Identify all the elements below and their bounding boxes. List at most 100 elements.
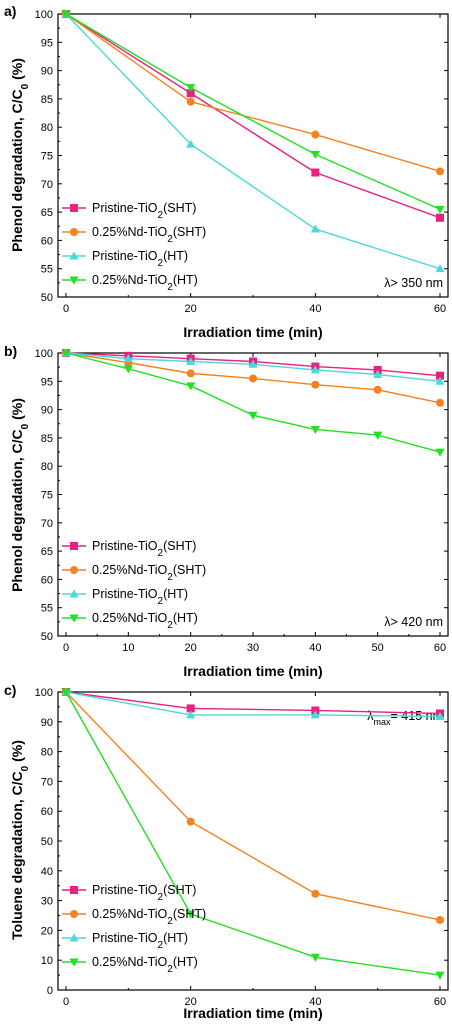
legend-label: Pristine-TiO2(HT) [92,931,188,951]
x-axis-title: Irradiation time (min) [183,1005,322,1021]
data-point-2 [248,359,258,368]
data-point-2 [435,376,445,385]
legend-marker [70,886,78,894]
legend-label: Pristine-TiO2(SHT) [92,539,196,559]
y-axis-title: Toluene degradation, C/C0 (%) [9,740,31,940]
panel-label: c) [4,682,16,698]
data-point-1 [373,385,382,394]
series-line-2 [65,13,441,270]
data-point-3 [310,425,320,435]
data-point-1 [436,398,444,407]
y-tick-label: 85 [41,94,53,106]
legend-marker [69,589,79,598]
y-tick-label: 65 [41,207,53,219]
data-point-1 [186,97,195,106]
data-point-2 [310,224,320,233]
legend-label: 0.25%Nd-TiO2(HT) [92,955,198,975]
y-tick-label: 70 [41,776,53,788]
y-tick-label: 65 [41,546,53,558]
y-tick-label: 50 [41,292,53,304]
x-tick-label: 40 [309,303,321,315]
data-point-3 [310,150,320,159]
series-line-1 [65,691,441,921]
x-tick-label: 40 [309,996,321,1008]
x-tick-label: 40 [309,642,321,654]
data-point-3 [61,688,71,697]
data-point-3 [186,382,196,391]
x-tick-label: 0 [63,996,69,1008]
data-point-1 [311,130,320,139]
data-point-3 [186,910,196,919]
x-tick-label: 20 [185,642,197,654]
legend-label: 0.25%Nd-TiO2(SHT) [92,907,206,927]
legend-marker [70,566,78,574]
data-point-0 [311,168,320,177]
x-axis-title: Irradiation time (min) [183,663,322,679]
data-point-3 [435,205,445,214]
data-point-0 [436,371,444,380]
x-tick-label: 10 [122,642,134,654]
chart-panel-0: 50 55 60 65 70 75 80 85 90 95 100 0 20 40 60 a) Irradiat… [4,3,449,340]
data-point-1 [186,369,195,378]
y-tick-label: 95 [41,37,53,49]
x-tick-label: 20 [185,996,197,1008]
series-line-0 [65,13,441,219]
y-tick-label: 95 [41,376,53,388]
x-tick-label: 50 [372,642,384,654]
legend-marker [69,933,79,942]
data-point-3 [435,971,445,980]
y-tick-label: 85 [41,433,53,445]
panel-label: a) [4,3,16,19]
data-point-0 [436,213,444,222]
y-tick-label: 50 [41,631,53,643]
x-tick-label: 20 [185,303,197,315]
data-point-1 [311,380,320,389]
legend-label: Pristine-TiO2(SHT) [92,201,196,221]
y-tick-label: 50 [41,836,53,848]
y-tick-label: 70 [41,179,53,191]
series-line-1 [65,13,441,173]
data-point-2 [186,139,196,148]
wavelength-annotation: λ> 420 nm [384,615,443,629]
data-point-2 [435,264,445,273]
y-axis-title: Phenol degradation, C/C0 (%) [9,58,31,252]
legend-marker [69,251,79,260]
data-point-1 [436,167,444,176]
series-line-0 [65,691,441,715]
legend-label: 0.25%Nd-TiO2(HT) [92,273,198,293]
y-tick-label: 20 [41,925,53,937]
y-tick-label: 60 [41,235,53,247]
data-point-3 [248,411,258,420]
y-tick-label: 90 [41,717,53,729]
data-point-1 [436,915,444,924]
plot-frame [57,691,449,991]
series-line-3 [65,352,441,453]
data-point-1 [186,817,195,826]
data-point-2 [310,710,320,719]
legend-marker [70,204,78,212]
x-tick-label: 60 [434,996,446,1008]
legend-marker [69,614,79,623]
legend-marker [69,276,79,285]
y-tick-label: 60 [41,574,53,586]
series-line-2 [65,691,441,718]
y-tick-label: 55 [41,603,53,615]
y-tick-label: 90 [41,66,53,78]
data-point-3 [123,365,133,374]
y-tick-label: 55 [41,264,53,276]
legend-label: 0.25%Nd-TiO2(SHT) [92,225,206,245]
y-tick-label: 75 [41,490,53,502]
data-point-3 [61,10,71,19]
data-point-2 [123,354,133,363]
x-tick-label: 60 [434,303,446,315]
data-point-2 [186,356,196,365]
data-point-1 [311,889,320,898]
y-tick-label: 100 [35,348,53,360]
y-tick-label: 80 [41,747,53,759]
y-tick-label: 10 [41,955,53,967]
legend-marker [70,910,78,918]
legend-label: 0.25%Nd-TiO2(HT) [92,611,198,631]
legend-marker [69,958,79,967]
y-tick-label: 40 [41,866,53,878]
